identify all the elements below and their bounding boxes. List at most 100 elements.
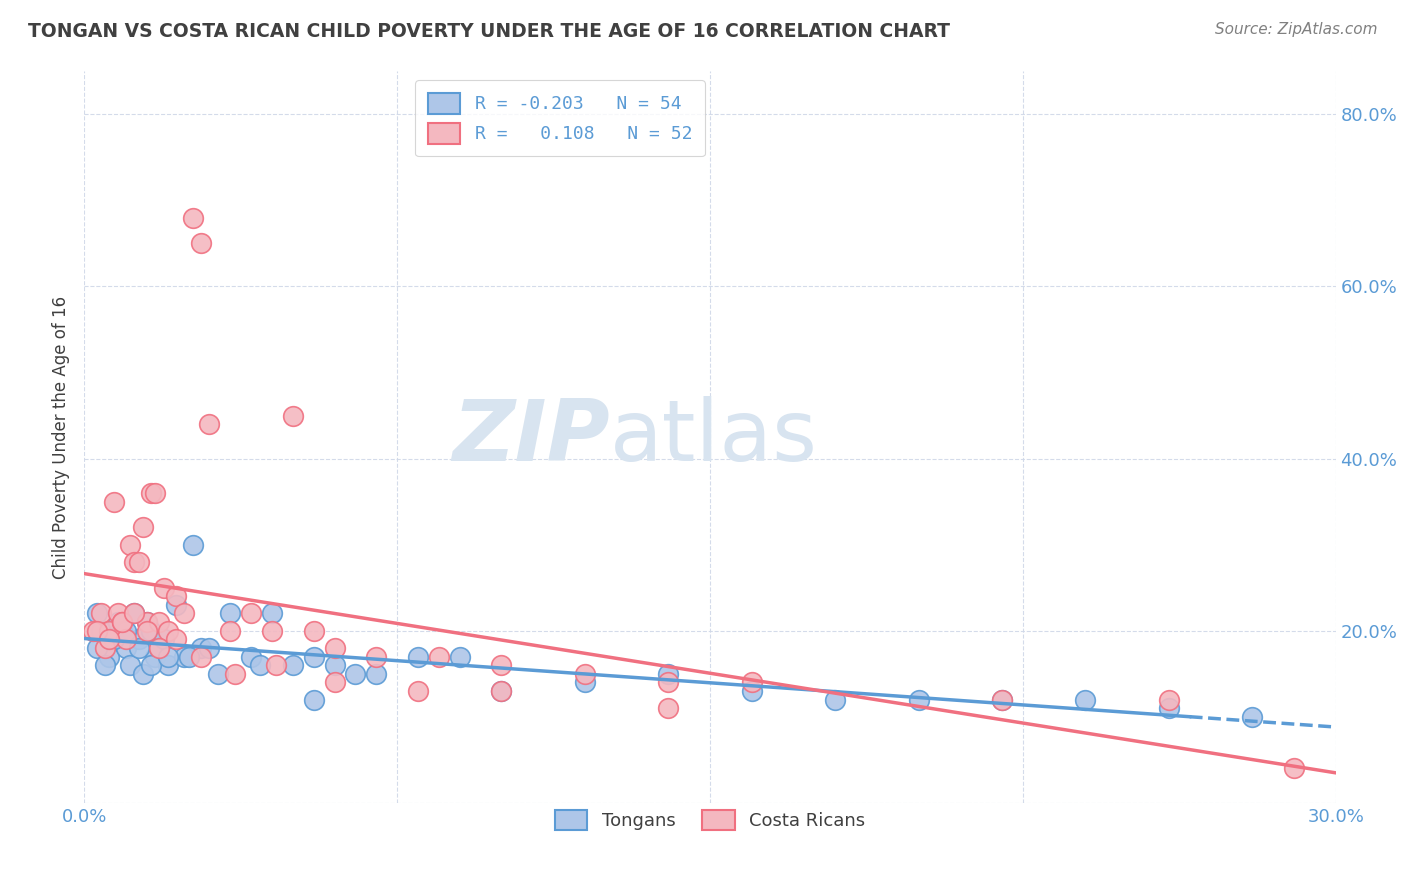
Point xyxy=(152,632,174,647)
Point xyxy=(111,624,134,638)
Point xyxy=(323,640,346,655)
Point xyxy=(124,607,146,621)
Point xyxy=(128,555,150,569)
Point xyxy=(219,607,242,621)
Point xyxy=(86,607,108,621)
Point xyxy=(132,666,155,681)
Point xyxy=(148,640,170,655)
Point xyxy=(657,675,679,690)
Point xyxy=(94,640,117,655)
Point xyxy=(323,658,346,673)
Point xyxy=(173,607,195,621)
Point xyxy=(107,607,129,621)
Point xyxy=(156,649,179,664)
Point xyxy=(491,684,513,698)
Point xyxy=(152,581,174,595)
Point xyxy=(120,538,142,552)
Point xyxy=(82,624,104,638)
Point xyxy=(136,624,159,638)
Point xyxy=(741,684,763,698)
Point xyxy=(406,684,429,698)
Point xyxy=(824,692,846,706)
Point xyxy=(574,666,596,681)
Point xyxy=(115,640,138,655)
Point xyxy=(124,555,146,569)
Point xyxy=(103,494,125,508)
Point xyxy=(128,632,150,647)
Point xyxy=(741,675,763,690)
Point xyxy=(657,666,679,681)
Point xyxy=(657,701,679,715)
Point xyxy=(143,486,166,500)
Point xyxy=(94,658,117,673)
Point xyxy=(165,598,187,612)
Point xyxy=(991,692,1014,706)
Y-axis label: Child Poverty Under the Age of 16: Child Poverty Under the Age of 16 xyxy=(52,295,70,579)
Point xyxy=(190,640,212,655)
Text: Source: ZipAtlas.com: Source: ZipAtlas.com xyxy=(1215,22,1378,37)
Point xyxy=(86,624,108,638)
Point xyxy=(302,649,325,664)
Point xyxy=(139,658,162,673)
Point xyxy=(156,624,179,638)
Point xyxy=(190,649,212,664)
Point xyxy=(240,649,263,664)
Point xyxy=(148,615,170,629)
Point xyxy=(136,615,159,629)
Point xyxy=(165,589,187,603)
Point xyxy=(427,649,450,664)
Point xyxy=(224,666,246,681)
Point xyxy=(1241,710,1264,724)
Point xyxy=(366,649,388,664)
Point xyxy=(107,615,129,629)
Point xyxy=(198,640,221,655)
Text: ZIP: ZIP xyxy=(453,395,610,479)
Point xyxy=(124,607,146,621)
Point xyxy=(98,624,121,638)
Text: TONGAN VS COSTA RICAN CHILD POVERTY UNDER THE AGE OF 16 CORRELATION CHART: TONGAN VS COSTA RICAN CHILD POVERTY UNDE… xyxy=(28,22,950,41)
Point xyxy=(98,649,121,664)
Point xyxy=(94,640,117,655)
Point xyxy=(181,211,204,225)
Point xyxy=(173,649,195,664)
Point xyxy=(128,640,150,655)
Point xyxy=(344,666,367,681)
Point xyxy=(449,649,471,664)
Point xyxy=(991,692,1014,706)
Point xyxy=(103,632,125,647)
Point xyxy=(198,417,221,432)
Point xyxy=(491,658,513,673)
Point xyxy=(103,632,125,647)
Point xyxy=(1157,692,1180,706)
Legend: Tongans, Costa Ricans: Tongans, Costa Ricans xyxy=(547,803,873,838)
Point xyxy=(115,624,138,638)
Point xyxy=(190,236,212,251)
Point xyxy=(281,658,304,673)
Point xyxy=(207,666,229,681)
Point xyxy=(111,615,134,629)
Point xyxy=(177,649,200,664)
Point xyxy=(249,658,271,673)
Point xyxy=(264,658,287,673)
Point xyxy=(302,624,325,638)
Point xyxy=(98,632,121,647)
Point xyxy=(491,684,513,698)
Point xyxy=(90,607,112,621)
Point xyxy=(90,624,112,638)
Point xyxy=(139,624,162,638)
Point xyxy=(132,520,155,534)
Point xyxy=(148,640,170,655)
Point xyxy=(115,632,138,647)
Point xyxy=(165,632,187,647)
Point xyxy=(219,624,242,638)
Point xyxy=(406,649,429,664)
Point xyxy=(1282,761,1305,775)
Point xyxy=(574,675,596,690)
Point xyxy=(240,607,263,621)
Point xyxy=(156,658,179,673)
Point xyxy=(262,624,284,638)
Point xyxy=(1074,692,1097,706)
Point xyxy=(366,666,388,681)
Point xyxy=(302,692,325,706)
Point xyxy=(111,615,134,629)
